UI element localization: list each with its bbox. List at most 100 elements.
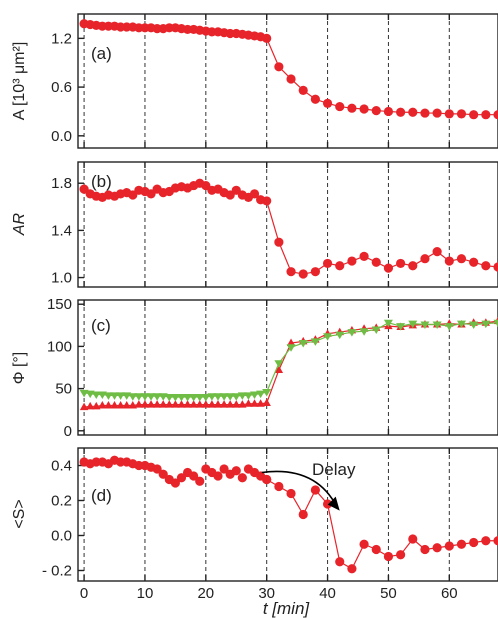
data-point-triangle-up [195,400,204,408]
data-point-triangle-down [176,394,186,402]
data-point [420,108,430,118]
data-point-triangle-down [335,331,345,340]
data-point [408,261,418,271]
data-point [396,107,406,117]
data-point [286,74,296,84]
data-point-triangle-up [85,401,95,410]
y-tick-label: 0.4 [51,458,72,475]
data-point-triangle-down [91,391,101,399]
data-point-triangle-down [243,392,253,400]
data-point-triangle-down [231,393,241,401]
y-tick-label: 1.8 [51,175,72,192]
data-point-triangle-up [201,400,211,408]
data-point [396,550,406,560]
data-point-triangle-up [177,400,186,408]
data-point-triangle-down [195,394,205,402]
data-point [322,499,333,509]
data-point [286,267,296,277]
panel-d-ylabel: <S> [11,499,28,528]
data-point-triangle-down [183,394,193,402]
data-point [335,557,345,567]
y-tick-label: 0.2 [51,493,72,510]
data-point-triangle-down [256,390,266,399]
panel-c-label: (c) [91,316,111,335]
data-point [444,109,454,119]
data-point [274,62,284,72]
data-point-triangle-down [110,392,120,400]
data-point [432,108,442,118]
y-tick-label: 0 [64,423,72,440]
data-point [286,488,296,499]
data-point-triangle-down [207,393,217,401]
panel-c: (c) Φ [°] 150 100 50 0 [11,296,498,440]
data-point-triangle-down [146,393,156,401]
data-point [347,256,357,266]
data-point [213,471,223,481]
data-point-triangle-down [456,320,466,329]
data-point [310,94,320,104]
data-point [371,106,381,116]
panel-c-ylabel: Φ [°] [11,352,28,385]
data-point-triangle-down [134,393,144,401]
data-point [347,103,357,113]
data-point [481,261,491,271]
panel-a-frame [77,13,498,149]
data-point [481,536,491,546]
data-point [335,101,345,112]
data-point-triangle-up [232,400,241,408]
data-point [432,247,442,257]
data-point-triangle-down [152,393,162,401]
y-tick-label: 50 [55,381,72,398]
delay-arrow-head [327,496,340,511]
data-point [371,544,381,555]
panel-a: (a) A [10³ μm²] 1.2 0.6 0.0 [11,13,498,149]
data-point-triangle-down [383,319,393,328]
data-point [262,196,272,206]
data-point [274,237,284,247]
data-point-triangle-up [171,400,180,408]
data-point-triangle-down [359,328,369,336]
data-point-triangle-down [213,393,223,401]
data-point [176,473,187,483]
data-point-triangle-up [165,400,174,408]
data-point [310,267,320,277]
data-point-triangle-up [128,400,137,409]
x-tick-label: 20 [197,585,214,602]
data-point [456,539,467,549]
x-tick-label: 10 [137,585,154,602]
series-line-0 [266,478,498,570]
data-point [298,269,308,279]
panel-b-label: (b) [91,172,112,191]
panel-d-frame [77,447,498,582]
data-point [493,536,498,546]
data-point-triangle-up [152,400,162,408]
data-point-triangle-down [128,393,138,401]
y-tick-label: 0.0 [51,128,72,145]
x-tick-label: 0 [80,585,88,602]
data-point-triangle-down [116,392,126,400]
data-point [469,110,479,120]
data-point-triangle-down [432,321,442,329]
data-point-triangle-up [140,400,150,408]
data-point [322,98,333,108]
data-point-triangle-up [146,400,156,408]
data-point-triangle-down [396,323,406,331]
panel-a-label: (a) [91,44,112,63]
data-point [408,534,418,544]
data-point-triangle-down [103,392,113,400]
data-point-triangle-down [298,340,308,348]
delay-annotation: Delay [312,460,356,479]
data-point-triangle-up [98,400,107,409]
data-point-triangle-down [444,323,454,331]
series-line-0 [83,182,498,275]
data-point [219,464,229,474]
panel-b-ylabel: AR [11,212,28,236]
data-point-triangle-down [371,326,381,335]
data-point [456,109,467,119]
data-point-triangle-up [250,399,259,407]
panel-a-ylabel: A [10³ μm²] [11,42,28,121]
data-point-triangle-up [104,400,113,409]
data-point-triangle-up [244,399,253,407]
data-point-triangle-down [219,393,229,401]
